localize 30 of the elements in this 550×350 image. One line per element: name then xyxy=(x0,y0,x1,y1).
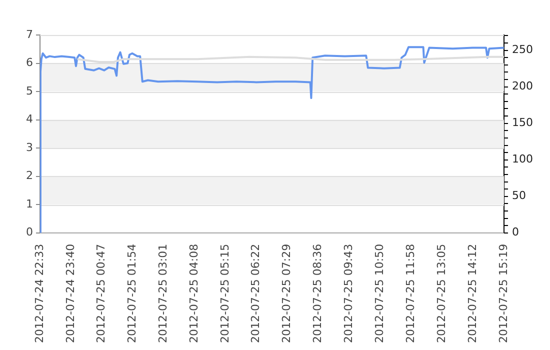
x-tick-label: 2012-07-25 10:50 xyxy=(372,244,386,343)
y-tick-label: 1 xyxy=(26,197,33,210)
x-tick-label: 2012-07-25 07:29 xyxy=(280,244,294,343)
x-tick-label: 2012-07-25 01:54 xyxy=(126,244,139,343)
y-tick-label: 4 xyxy=(26,112,33,126)
x-tick-label: 2012-07-25 04:08 xyxy=(187,244,200,343)
y-tick-label: 3 xyxy=(26,140,33,154)
y-tick-label: 2 xyxy=(26,169,33,182)
x-tick-label: 2012-07-25 11:58 xyxy=(404,244,418,343)
y-tick-label: 6 xyxy=(26,56,33,70)
y2-tick-label: 0 xyxy=(512,226,519,239)
x-tick-label: 2012-07-25 13:05 xyxy=(435,244,448,343)
y-tick-label: 7 xyxy=(26,28,33,41)
y2-tick-label: 200 xyxy=(512,80,533,93)
y2-tick-label: 50 xyxy=(512,189,526,202)
x-tick-label: 2012-07-25 06:22 xyxy=(249,244,262,343)
x-tick-label: 2012-07-25 00:47 xyxy=(94,244,108,343)
x-tick-label: 2012-07-25 08:36 xyxy=(310,244,324,343)
y-tick-label: 5 xyxy=(26,84,33,98)
y-tick-label: 0 xyxy=(26,226,33,239)
x-tick-label: 2012-07-25 05:15 xyxy=(218,244,232,343)
x-tick-label: 2012-07-24 22:33 xyxy=(32,244,46,343)
x-tick-label: 2012-07-24 23:40 xyxy=(64,244,77,343)
x-tick-label: 2012-07-25 15:19 xyxy=(496,244,510,343)
y2-tick-label: 250 xyxy=(512,43,533,56)
x-tick-label: 2012-07-25 09:43 xyxy=(342,244,355,343)
x-tick-label: 2012-07-25 03:01 xyxy=(156,244,170,343)
x-tick-label: 2012-07-25 14:12 xyxy=(466,244,479,343)
y2-tick-label: 150 xyxy=(512,116,533,130)
y2-tick-label: 100 xyxy=(512,152,533,166)
